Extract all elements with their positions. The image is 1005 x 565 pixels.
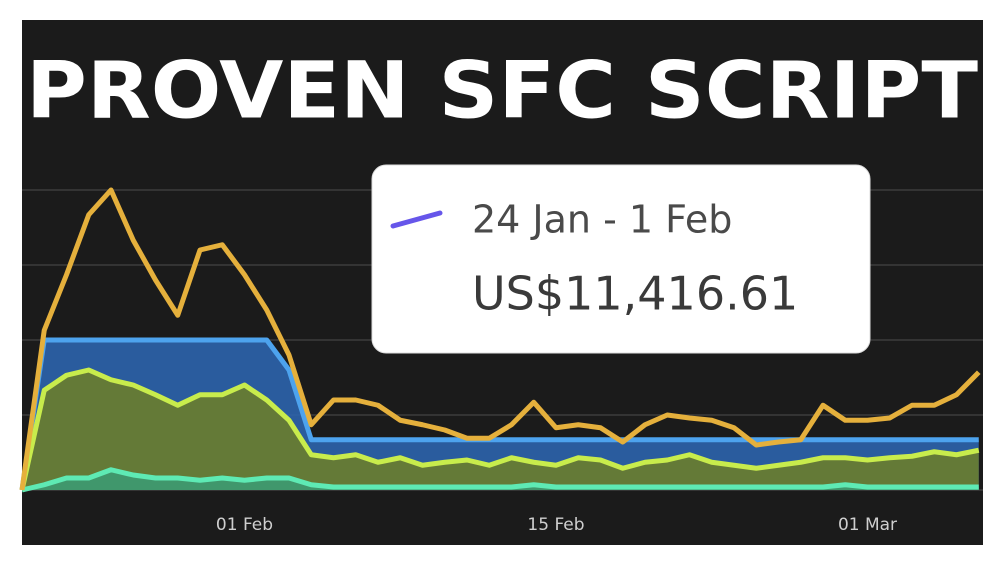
area (22, 370, 979, 490)
line (19, 337, 979, 491)
tooltip-box (371, 164, 871, 354)
line (21, 467, 979, 493)
title: PROVEN SFC SCRIPT (26, 46, 978, 136)
x-tick-label: 01 Feb (216, 515, 273, 535)
tooltip-amount: US$11,416.61 (472, 267, 798, 321)
line (19, 187, 981, 491)
tooltip-swatch (390, 210, 443, 229)
x-tick-label: 01 Mar (838, 515, 897, 535)
tooltip-period: 24 Jan - 1 Feb (472, 198, 732, 242)
tooltip: 24 Jan - 1 Feb US$11,416.61 (371, 164, 871, 354)
x-tick-label: 15 Feb (527, 515, 584, 535)
area (22, 469, 979, 490)
plot: 01 Feb 15 Feb 01 Mar (19, 187, 983, 535)
line (19, 367, 980, 491)
